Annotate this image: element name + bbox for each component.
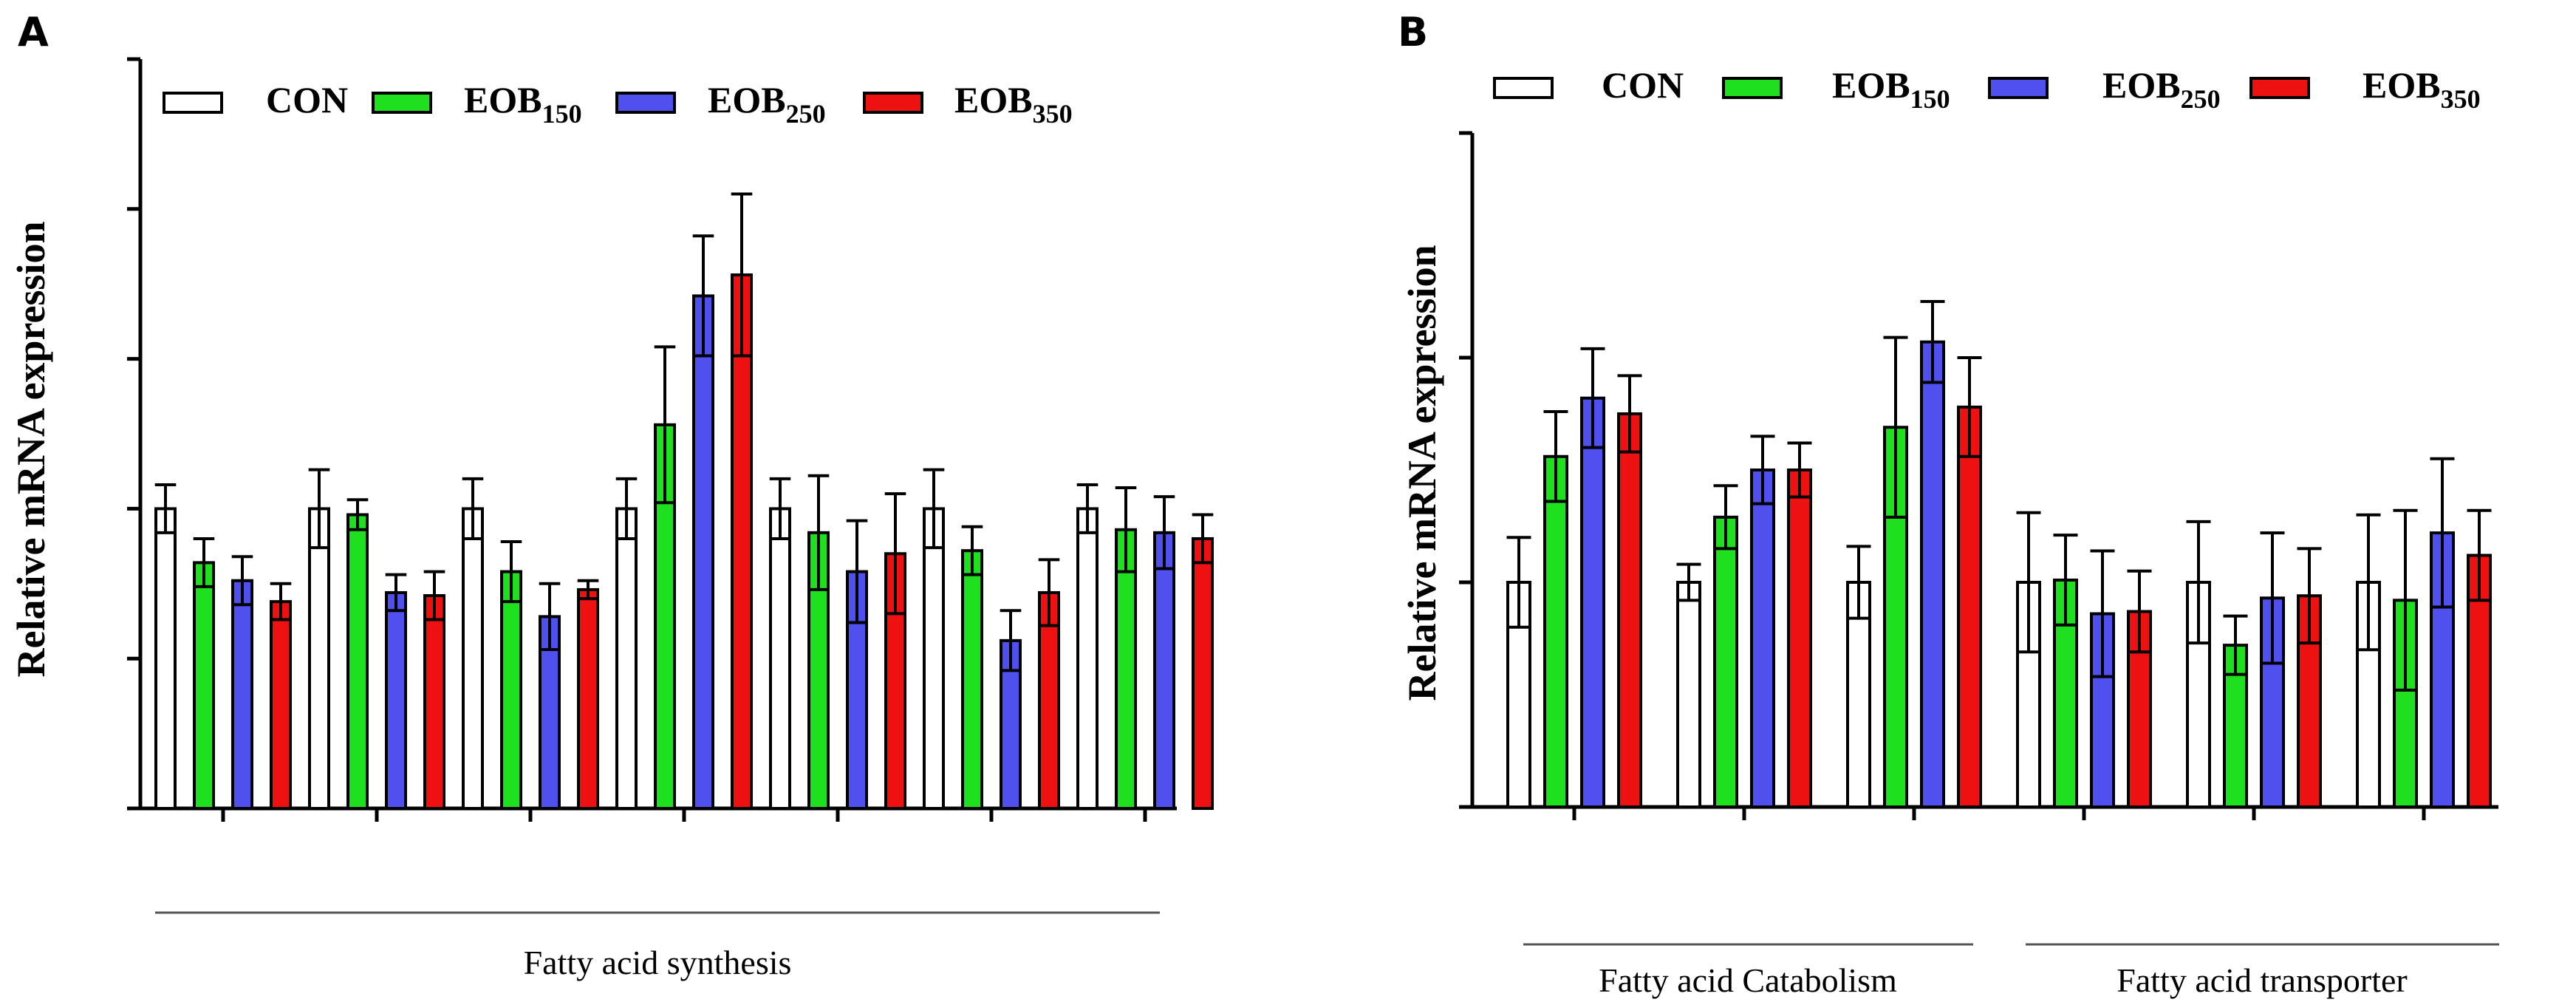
panel-a-bar <box>231 579 253 811</box>
panel-b-legend-swatch <box>2249 77 2310 99</box>
panel-b: B Relative mRNA expression CON EOB150 EOB2… <box>1398 9 2499 999</box>
panel-a-letter: A <box>18 9 49 55</box>
panel-b-legend-label: EOB250 <box>2102 64 2221 114</box>
panel-a-group-label-synthesis: Fatty acid synthesis <box>524 944 792 981</box>
panel-b-legend-swatch <box>1493 77 1554 99</box>
panel-a-legend-label: EOB150 <box>464 79 582 129</box>
panel-a-legend-label: EOB350 <box>954 79 1073 129</box>
panel-b-bar <box>1543 454 1568 808</box>
panel-b-legend-label-subscript: 350 <box>2441 84 2481 114</box>
panel-b-bar <box>1617 412 1642 808</box>
panel-a-bar <box>961 549 983 811</box>
panel-a-legend-label-base: EOB <box>708 79 786 120</box>
panel-b-group-label-catabolism: Fatty acid Catabolism <box>1599 961 1897 999</box>
panel-b-bar <box>1787 469 1812 808</box>
panel-b-bar <box>1676 581 1701 808</box>
panel-b-legend: CON EOB150 EOB250 EOB350 <box>1493 64 2481 114</box>
panel-b-bar <box>1920 340 1945 809</box>
panel-a-bar <box>577 587 599 810</box>
panel-b-legend-label-base: EOB <box>2363 64 2441 106</box>
panel-a-bar <box>615 507 638 811</box>
panel-a-legend-swatch <box>372 92 432 114</box>
panel-b-legend-label-base: EOB <box>2102 64 2181 106</box>
panel-b-legend-label-subscript: 250 <box>2181 84 2221 114</box>
panel-a-legend-label-subscript: 250 <box>786 99 826 129</box>
panel-b-bar <box>1957 405 1982 808</box>
panel-a-bar <box>1076 507 1099 811</box>
panel-a-legend-swatch <box>615 92 676 114</box>
panel-b-plot-area <box>1459 131 2498 820</box>
panel-a-bar <box>154 507 177 811</box>
panel-b-y-axis-label: Relative mRNA expression <box>1400 245 1444 701</box>
panel-a-bar <box>1115 528 1137 810</box>
panel-b-group-label-transporter: Fatty acid transporter <box>2117 961 2407 999</box>
panel-a-legend-label: CON <box>266 79 348 120</box>
panel-a-legend-label-subscript: 150 <box>542 99 582 129</box>
panel-b-legend-swatch <box>1988 77 2049 99</box>
panel-a-legend-label-base: CON <box>266 79 348 120</box>
panel-a-bar <box>500 570 522 810</box>
panel-a-plot-area <box>127 57 1214 822</box>
panel-a-bar <box>385 590 407 811</box>
panel-a-bar <box>923 507 945 811</box>
panel-b-bar <box>1846 581 1871 808</box>
panel-b-legend-label-base: EOB <box>1832 64 1910 106</box>
panel-b-legend-swatch <box>1722 77 1783 99</box>
panel-b-legend-label: CON <box>1602 64 1684 106</box>
panel-a-bar <box>346 513 369 811</box>
panel-b-legend-label-base: CON <box>1602 64 1684 106</box>
panel-a-legend-swatch <box>163 92 223 114</box>
panel-b-bar <box>1750 469 1775 808</box>
panel-a-bar <box>769 507 791 811</box>
panel-a-legend-label-subscript: 350 <box>1033 99 1073 129</box>
panel-a-bar <box>423 594 445 810</box>
panel-a-legend-label-base: EOB <box>954 79 1033 120</box>
panel-a-bar <box>1038 590 1060 811</box>
panel-b-legend-label: EOB350 <box>2363 64 2481 114</box>
panel-a-bar <box>692 294 714 810</box>
panel-b-bar <box>1713 515 1738 809</box>
panel-a-y-axis-label: Relative mRNA expression <box>9 222 53 678</box>
panel-a-bar <box>308 507 330 811</box>
panel-a-bar <box>1192 536 1214 811</box>
panel-b-bar <box>2223 644 2248 808</box>
panel-a-legend-label: EOB250 <box>708 79 826 129</box>
panel-b-bar <box>1580 396 1605 808</box>
panel-b-legend-label-subscript: 150 <box>1910 84 1950 114</box>
panel-a-bar <box>731 273 753 811</box>
panel-a: A Relative mRNA expression CON EOB150 EOB2… <box>9 9 1214 981</box>
panel-b-legend-label: EOB150 <box>1832 64 1950 114</box>
panel-a-bar <box>462 507 484 811</box>
panel-a-legend-swatch <box>863 92 923 114</box>
panel-a-bar <box>193 561 215 811</box>
panel-a-legend-label-base: EOB <box>464 79 542 120</box>
panel-a-legend: CON EOB150 EOB250 EOB350 <box>163 79 1073 129</box>
panel-a-bar <box>270 600 292 810</box>
panel-b-bar <box>1506 581 1531 808</box>
panel-a-bar <box>1153 531 1175 811</box>
panel-b-letter: B <box>1398 9 1428 55</box>
